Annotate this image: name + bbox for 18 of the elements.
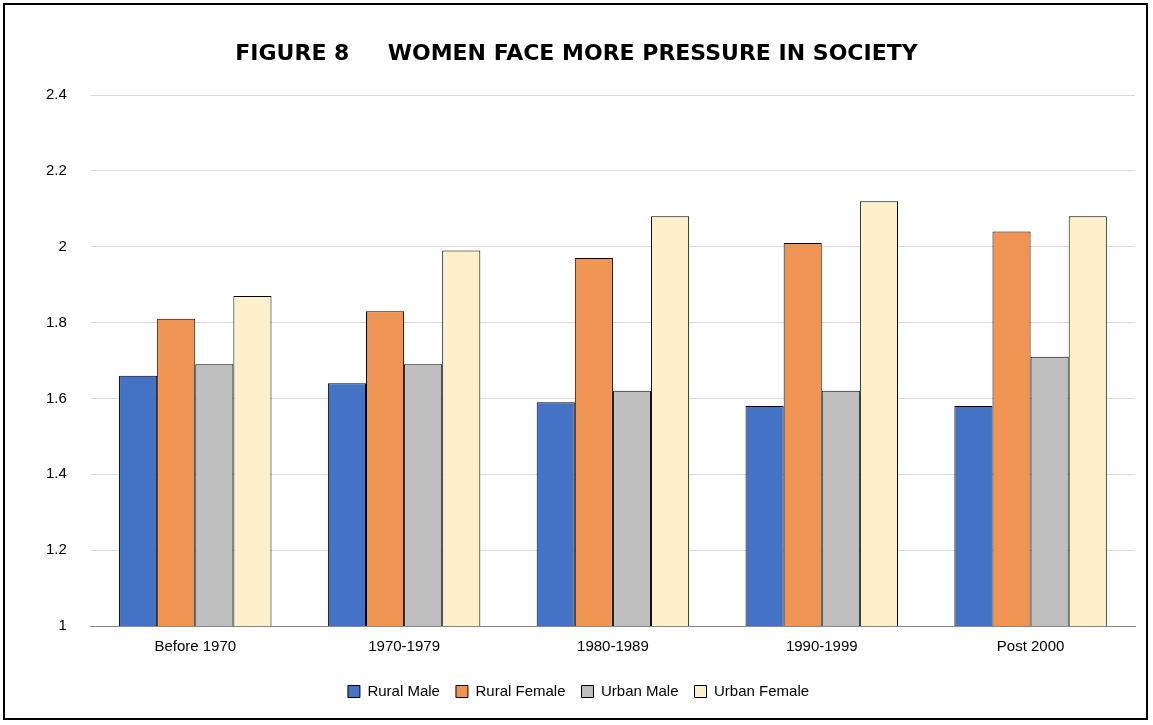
legend-label: Urban Female xyxy=(714,681,810,699)
y-tick-label: 1.4 xyxy=(45,464,67,482)
x-tick-label: 1970-1979 xyxy=(368,637,440,655)
x-tick-label: 1990-1999 xyxy=(785,637,858,655)
legend-label: Rural Male xyxy=(367,681,440,699)
x-tick-label: 1980-1989 xyxy=(577,637,649,655)
y-tick-label: 1 xyxy=(58,616,67,634)
y-tick-label: 1.6 xyxy=(45,388,67,406)
legend-label: Urban Male xyxy=(600,681,679,699)
y-tick-label: 1.2 xyxy=(45,540,67,558)
chart-title: FIGURE 8 WOMEN FACE MORE PRESSURE IN SOCIETY xyxy=(234,40,919,65)
legend-label: Rural Female xyxy=(475,681,566,699)
y-tick-label: 2.4 xyxy=(45,85,67,103)
y-tick-label: 2.2 xyxy=(45,161,67,178)
x-tick-label: Post 2000 xyxy=(996,637,1065,655)
y-tick-label: 2 xyxy=(58,236,67,254)
y-tick-label: 1.8 xyxy=(45,312,67,330)
x-tick-label: Before 1970 xyxy=(154,637,237,655)
